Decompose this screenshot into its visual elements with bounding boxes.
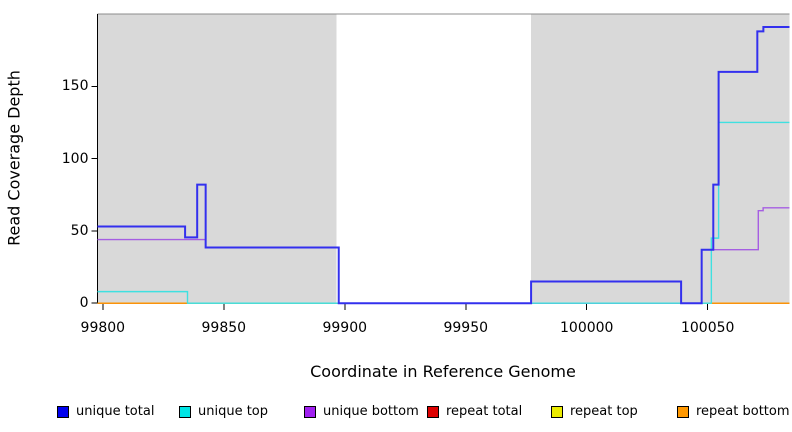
legend-item-repeat-bottom: repeat bottom (677, 401, 790, 419)
x-tick-label: 100000 (560, 320, 614, 336)
legend-item-repeat-top: repeat top (551, 401, 638, 419)
y-tick-label: 0 (79, 295, 89, 312)
legend-swatch-unique-bottom (304, 405, 316, 418)
y-tick-label: 100 (61, 150, 89, 167)
legend-label: unique bottom (323, 404, 419, 419)
legend-item-repeat-total: repeat total (427, 401, 522, 419)
x-axis-title: Coordinate in Reference Genome (310, 362, 576, 381)
y-tick-label: 50 (70, 222, 89, 239)
y-axis-title: Read Coverage Depth (4, 70, 24, 246)
legend-item-unique-bottom: unique bottom (304, 401, 419, 419)
x-tick-label: 100050 (680, 320, 735, 336)
legend-label: unique total (76, 404, 155, 419)
legend-swatch-repeat-top (551, 405, 563, 418)
y-tick-label: 150 (61, 78, 89, 95)
legend-swatch-repeat-bottom (677, 405, 689, 418)
legend-label: repeat total (446, 404, 523, 419)
legend-item-unique-total: unique total (57, 401, 154, 419)
x-tick-label: 99850 (201, 320, 247, 336)
legend-label: repeat bottom (696, 404, 790, 419)
shaded-region (97, 14, 337, 304)
x-tick-label: 99900 (322, 320, 368, 336)
legend-swatch-repeat-total (427, 405, 439, 418)
legend-swatch-unique-total (57, 405, 69, 418)
shaded-region (531, 14, 790, 304)
x-tick-label: 99800 (80, 320, 126, 336)
legend-item-unique-top: unique top (179, 401, 268, 419)
legend-label: unique top (198, 404, 269, 419)
series-line-unique-total (97, 26, 790, 305)
legend-swatch-unique-top (179, 405, 191, 418)
x-tick-label: 99950 (443, 320, 489, 336)
legend-label: repeat top (570, 404, 638, 419)
